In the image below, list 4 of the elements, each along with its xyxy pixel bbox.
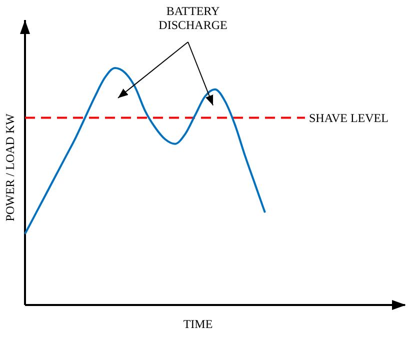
x-axis-title: TIME xyxy=(183,317,213,331)
text: BATTERY DISCHARGE xyxy=(158,4,228,32)
ref-line-label: SHAVE LEVEL xyxy=(309,110,388,125)
y-axis-title: POWER / LOAD KW xyxy=(3,113,17,222)
